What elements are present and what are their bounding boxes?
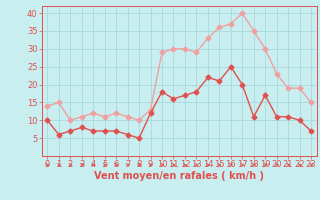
X-axis label: Vent moyen/en rafales ( km/h ): Vent moyen/en rafales ( km/h ) <box>94 171 264 181</box>
